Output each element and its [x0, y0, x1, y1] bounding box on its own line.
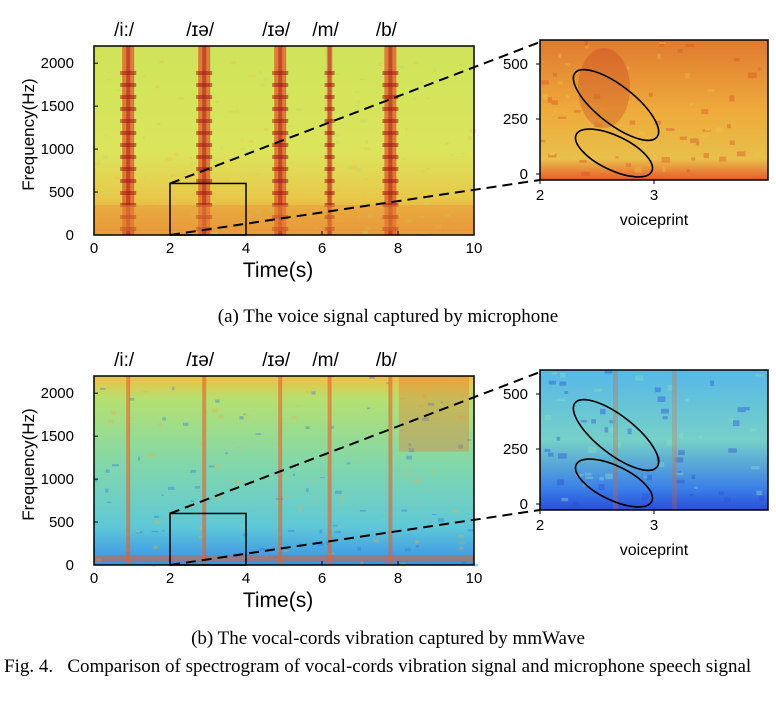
ytick-label-a-0: 0: [66, 227, 74, 244]
ytick-label-b-0: 0: [66, 557, 74, 574]
subcaption-a: (a) The voice signal captured by microph…: [217, 306, 559, 327]
phoneme-label-b-3: /m/: [312, 350, 339, 371]
highlight-box-a: [169, 182, 247, 236]
xtick-label-a-3: 6: [318, 240, 326, 257]
zoom-label-b: voiceprint: [620, 542, 689, 559]
ytick-label-a-1: 500: [49, 184, 74, 201]
ylabel-b: Frequency(Hz): [19, 408, 38, 520]
xtick-label-b-2: 4: [242, 570, 250, 587]
subcaption-b: (b) The vocal-cords vibration captured b…: [191, 628, 585, 649]
zoom-xtick-label-a-0: 2: [536, 187, 544, 204]
phoneme-label-b-4: /b/: [376, 350, 398, 371]
xtick-label-b-4: 8: [394, 570, 402, 587]
spectrogram-frame-b: [93, 375, 475, 566]
zoom-xtick-label-b-0: 2: [536, 517, 544, 534]
zoom-ytick-label-a-2: 500: [503, 56, 528, 73]
xlabel-a: Time(s): [243, 259, 313, 282]
xtick-label-a-2: 4: [242, 240, 250, 257]
zoom-xtick-label-b-1: 3: [650, 517, 658, 534]
ytick-label-b-3: 1500: [41, 428, 74, 445]
xtick-label-b-3: 6: [318, 570, 326, 587]
xtick-label-b-1: 2: [166, 570, 174, 587]
ytick-label-a-2: 1000: [41, 141, 74, 158]
connector-bottom-a: [169, 179, 541, 236]
connector-top-b: [169, 371, 541, 515]
ytick-label-a-3: 1500: [41, 98, 74, 115]
voiceprint-ellipse-upper-a: [572, 68, 660, 142]
phoneme-label-a-0: /i:/: [114, 20, 135, 41]
phoneme-label-a-3: /m/: [312, 20, 339, 41]
phoneme-label-b-0: /i:/: [114, 350, 135, 371]
connector-top-a: [169, 41, 541, 185]
ytick-label-a-4: 2000: [41, 55, 74, 72]
phoneme-label-b-1: /ɪə/: [186, 350, 215, 371]
ylabel-a: Frequency(Hz): [19, 78, 38, 190]
figure-caption: Fig. 4. Comparison of spectrogram of voc…: [4, 654, 770, 680]
phoneme-label-a-4: /b/: [376, 20, 398, 41]
zoom-ytick-label-b-1: 250: [503, 441, 528, 458]
zoom-ytick-label-a-1: 250: [503, 111, 528, 128]
xtick-label-a-5: 10: [466, 240, 483, 257]
xtick-label-b-0: 0: [90, 570, 98, 587]
connector-bottom-b: [169, 509, 541, 566]
highlight-box-b: [169, 512, 247, 566]
voiceprint-ellipse-lower-a: [574, 128, 654, 178]
ytick-label-b-1: 500: [49, 514, 74, 531]
zoom-ytick-label-b-2: 500: [503, 386, 528, 403]
phoneme-label-b-2: /ɪə/: [262, 350, 291, 371]
ytick-label-b-4: 2000: [41, 385, 74, 402]
voiceprint-ellipse-lower-b: [574, 458, 654, 508]
figure-caption-text: Comparison of spectrogram of vocal-cords…: [67, 656, 752, 677]
spectrogram-frame-a: [93, 45, 475, 236]
xtick-label-a-0: 0: [90, 240, 98, 257]
zoom-xtick-label-a-1: 3: [650, 187, 658, 204]
zoom-spectrogram-b: [540, 370, 768, 510]
ytick-label-b-2: 1000: [41, 471, 74, 488]
zoom-ytick-label-a-0: 0: [520, 166, 528, 183]
zoom-spectrogram-a: [540, 40, 768, 180]
zoom-ytick-label-b-0: 0: [520, 496, 528, 513]
xtick-label-b-5: 10: [466, 570, 483, 587]
xtick-label-a-1: 2: [166, 240, 174, 257]
voiceprint-ellipse-upper-b: [572, 398, 660, 472]
figure-caption-label: Fig. 4.: [4, 656, 54, 677]
zoom-label-a: voiceprint: [620, 212, 689, 229]
phoneme-label-a-2: /ɪə/: [262, 20, 291, 41]
xtick-label-a-4: 8: [394, 240, 402, 257]
zoom-texture-b: [544, 370, 766, 510]
xlabel-b: Time(s): [243, 589, 313, 612]
phoneme-label-a-1: /ɪə/: [186, 20, 215, 41]
